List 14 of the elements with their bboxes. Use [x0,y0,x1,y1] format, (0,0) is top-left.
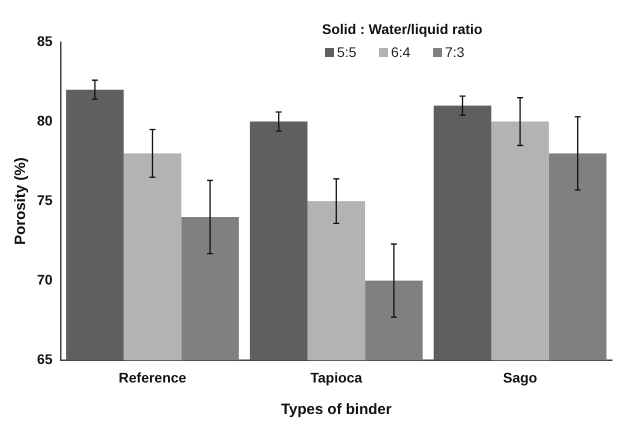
x-axis-title: Types of binder [280,401,392,418]
y-tick-label: 65 [36,351,53,368]
x-tick-label: Reference [118,369,187,386]
legend-label: 7:3 [445,44,465,60]
x-tick-label: Sago [502,369,538,386]
y-axis-title: Porosity (%) [12,157,30,245]
x-tick-label: Tapioca [310,369,362,386]
y-tick-label: 80 [36,112,53,128]
y-tick-label: 70 [36,272,53,288]
y-tick-label: 75 [36,192,53,208]
legend-label: 6:4 [391,44,411,60]
y-tick-label: 85 [36,32,53,49]
legend-label: 5:5 [337,44,357,60]
legend-title: Solid : Water/liquid ratio [322,20,482,37]
